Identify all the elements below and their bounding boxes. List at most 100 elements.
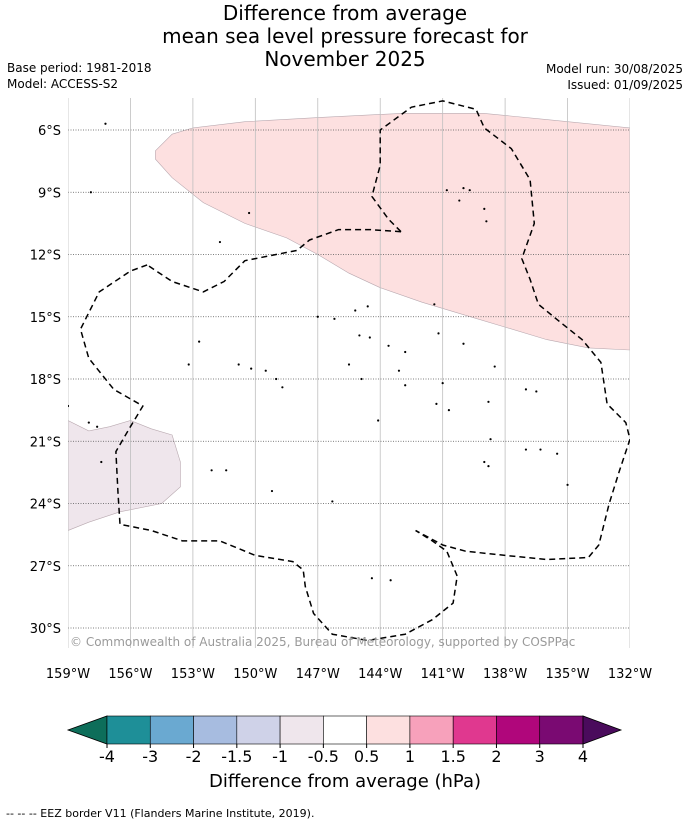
lon-label-0: 159°W — [46, 667, 90, 682]
colorbar-swatch-7 — [409, 715, 454, 745]
colorbar-extend-high — [582, 715, 623, 745]
colorbar-tick-label-3: -1.5 — [221, 747, 252, 766]
model-run: Model run: 30/08/2025 — [545, 62, 683, 76]
island-39 — [377, 419, 380, 422]
colorbar-swatch-9 — [496, 715, 541, 745]
island-12 — [354, 309, 357, 312]
title-line-2: mean sea level pressure forecast for — [162, 24, 528, 48]
island-56 — [68, 404, 70, 408]
colorbar-swatch-6 — [366, 715, 411, 745]
colorbar-swatch-1 — [149, 715, 194, 745]
lon-label-7: 138°W — [483, 667, 527, 682]
island-34 — [435, 402, 438, 405]
colorbar-tick-label-0: -4 — [99, 747, 115, 766]
lat-label-0: 6°S — [38, 124, 61, 139]
island-10 — [433, 303, 436, 306]
colorbar-swatch-5 — [323, 715, 367, 745]
island-3 — [218, 240, 222, 244]
lon-label-5: 144°W — [358, 667, 402, 682]
colorbar-swatch-3 — [236, 715, 281, 745]
colorbar-extend-low — [66, 715, 108, 745]
island-50 — [210, 469, 213, 472]
island-31 — [397, 369, 401, 372]
island-23 — [187, 363, 190, 366]
colorbar-tick-label-9: 2 — [491, 747, 501, 766]
island-37 — [524, 388, 528, 391]
island-21 — [493, 365, 496, 368]
island-26 — [264, 369, 267, 372]
island-45 — [487, 465, 490, 468]
island-5 — [462, 187, 465, 190]
lat-label-7: 27°S — [30, 560, 61, 575]
island-11 — [437, 332, 440, 335]
lat-label-1: 9°S — [38, 186, 61, 201]
copyright-notice: © Commonwealth of Australia 2025, Bureau… — [70, 635, 575, 649]
colorbar-tick-labels: -4 -3 -2 -1.5 -1 -0.5 0.5 1 1.5 2 3 4 — [99, 744, 588, 766]
lat-label-3: 15°S — [30, 311, 61, 326]
lon-label-1: 156°W — [108, 667, 152, 682]
island-52 — [270, 489, 274, 493]
colorbar-swatch-2 — [193, 715, 238, 745]
island-14 — [316, 315, 319, 318]
eez-border-2 — [371, 100, 630, 561]
anomaly-region-1 — [68, 420, 181, 531]
issued-date: Issued: 01/09/2025 — [567, 78, 683, 92]
island-55 — [389, 579, 392, 582]
island-29 — [347, 363, 351, 366]
island-1 — [89, 191, 92, 194]
eez-borders-layer — [79, 100, 630, 642]
colorbar-swatch-4 — [279, 715, 324, 745]
island-41 — [524, 448, 528, 451]
lon-label-4: 147°W — [296, 667, 340, 682]
colorbar-label: Difference from average (hPa) — [209, 771, 481, 792]
lat-label-8: 30°S — [30, 622, 61, 637]
island-28 — [281, 386, 284, 389]
island-51 — [225, 469, 228, 472]
island-2 — [247, 211, 251, 215]
colorbar-tick-label-6: 0.5 — [354, 747, 379, 766]
gridlines — [68, 98, 630, 648]
island-53 — [331, 500, 334, 503]
island-32 — [404, 384, 407, 387]
island-0 — [104, 122, 107, 125]
island-19 — [404, 350, 407, 354]
lon-label-6: 141°W — [421, 667, 465, 682]
lat-label-5: 21°S — [30, 435, 61, 450]
island-33 — [441, 382, 444, 385]
island-46 — [566, 483, 569, 486]
colorbar-tick-label-5: -0.5 — [308, 747, 339, 766]
island-7 — [458, 199, 461, 202]
base-period: Base period: 1981-2018 — [7, 61, 152, 75]
island-30 — [360, 377, 363, 381]
latitude-labels: 6°S 9°S 12°S 15°S 18°S 21°S 24°S 27°S 30°S — [30, 124, 61, 637]
anomaly-layer — [68, 113, 630, 531]
map-and-colorbar: 6°S 9°S 12°S 15°S 18°S 21°S 24°S 27°S 30°S 159°W… — [30, 98, 652, 792]
island-22 — [198, 340, 201, 343]
island-43 — [556, 452, 559, 455]
colorbar-tick-label-8: 1.5 — [440, 747, 465, 766]
lat-label-6: 24°S — [30, 498, 61, 513]
island-25 — [250, 367, 253, 370]
island-38 — [535, 390, 538, 393]
colorbar-swatch-8 — [452, 715, 497, 745]
island-17 — [368, 336, 371, 339]
lon-label-8: 135°W — [545, 667, 589, 682]
map-plot — [68, 98, 630, 648]
island-15 — [333, 317, 336, 320]
island-27 — [275, 377, 278, 381]
longitude-labels: 159°W 156°W 153°W 150°W 147°W 144°W 141°W 138°W… — [46, 667, 652, 682]
island-40 — [489, 438, 492, 441]
island-9 — [485, 220, 488, 223]
colorbar-tick-label-11: 4 — [578, 747, 588, 766]
colorbar-tick-label-4: -1 — [272, 747, 288, 766]
island-13 — [366, 305, 369, 308]
title-line-3: November 2025 — [264, 47, 426, 71]
lon-label-9: 132°W — [608, 667, 652, 682]
eez-border-1 — [146, 228, 402, 293]
colorbar-tick-label-10: 3 — [535, 747, 545, 766]
meta-right: Model run: 30/08/2025 Issued: 01/09/2025 — [546, 61, 683, 93]
island-44 — [483, 460, 486, 464]
island-18 — [387, 344, 390, 347]
meta-left: Base period: 1981-2018 Model: ACCESS-S2 — [7, 60, 152, 92]
title-line-1: Difference from average — [222, 1, 468, 25]
